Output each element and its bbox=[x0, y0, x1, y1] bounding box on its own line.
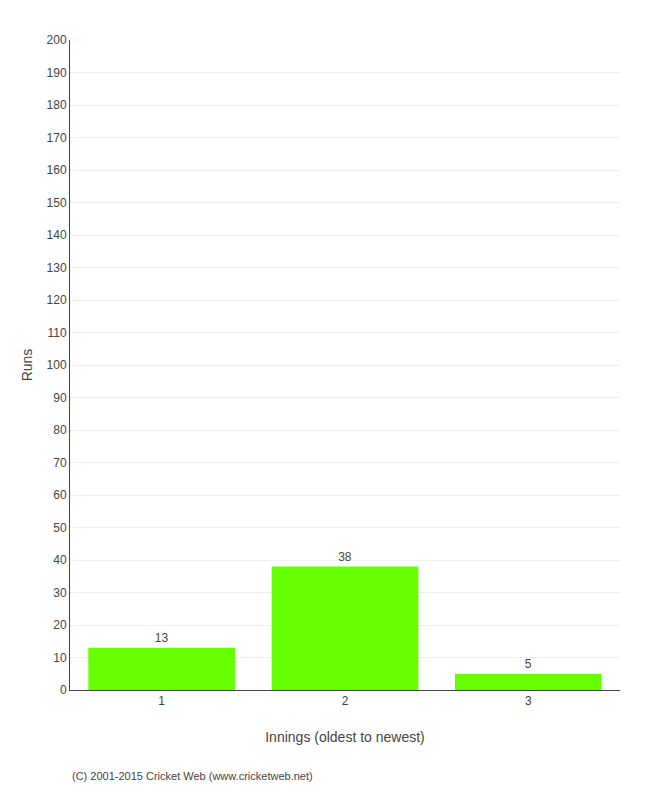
svg-text:38: 38 bbox=[338, 550, 352, 564]
svg-text:150: 150 bbox=[47, 196, 67, 210]
svg-text:100: 100 bbox=[47, 358, 67, 372]
svg-text:200: 200 bbox=[47, 33, 67, 47]
svg-text:1: 1 bbox=[158, 694, 165, 708]
svg-text:3: 3 bbox=[525, 694, 532, 708]
svg-text:(C) 2001-2015 Cricket Web (www: (C) 2001-2015 Cricket Web (www.cricketwe… bbox=[72, 770, 313, 782]
svg-text:60: 60 bbox=[53, 488, 67, 502]
svg-text:Runs: Runs bbox=[19, 349, 35, 382]
svg-text:20: 20 bbox=[53, 618, 67, 632]
svg-text:0: 0 bbox=[60, 683, 67, 697]
svg-text:170: 170 bbox=[47, 131, 67, 145]
svg-text:130: 130 bbox=[47, 261, 67, 275]
svg-text:13: 13 bbox=[155, 631, 169, 645]
svg-text:120: 120 bbox=[47, 293, 67, 307]
svg-text:10: 10 bbox=[53, 651, 67, 665]
svg-text:5: 5 bbox=[525, 657, 532, 671]
svg-text:80: 80 bbox=[53, 423, 67, 437]
svg-text:70: 70 bbox=[53, 456, 67, 470]
svg-text:190: 190 bbox=[47, 66, 67, 80]
svg-text:30: 30 bbox=[53, 586, 67, 600]
svg-text:90: 90 bbox=[53, 391, 67, 405]
svg-text:50: 50 bbox=[53, 521, 67, 535]
svg-text:40: 40 bbox=[53, 553, 67, 567]
svg-text:140: 140 bbox=[47, 228, 67, 242]
svg-text:160: 160 bbox=[47, 163, 67, 177]
svg-text:110: 110 bbox=[47, 326, 66, 340]
svg-text:Innings (oldest to newest): Innings (oldest to newest) bbox=[265, 729, 425, 745]
svg-text:2: 2 bbox=[342, 694, 349, 708]
svg-text:180: 180 bbox=[47, 98, 67, 112]
